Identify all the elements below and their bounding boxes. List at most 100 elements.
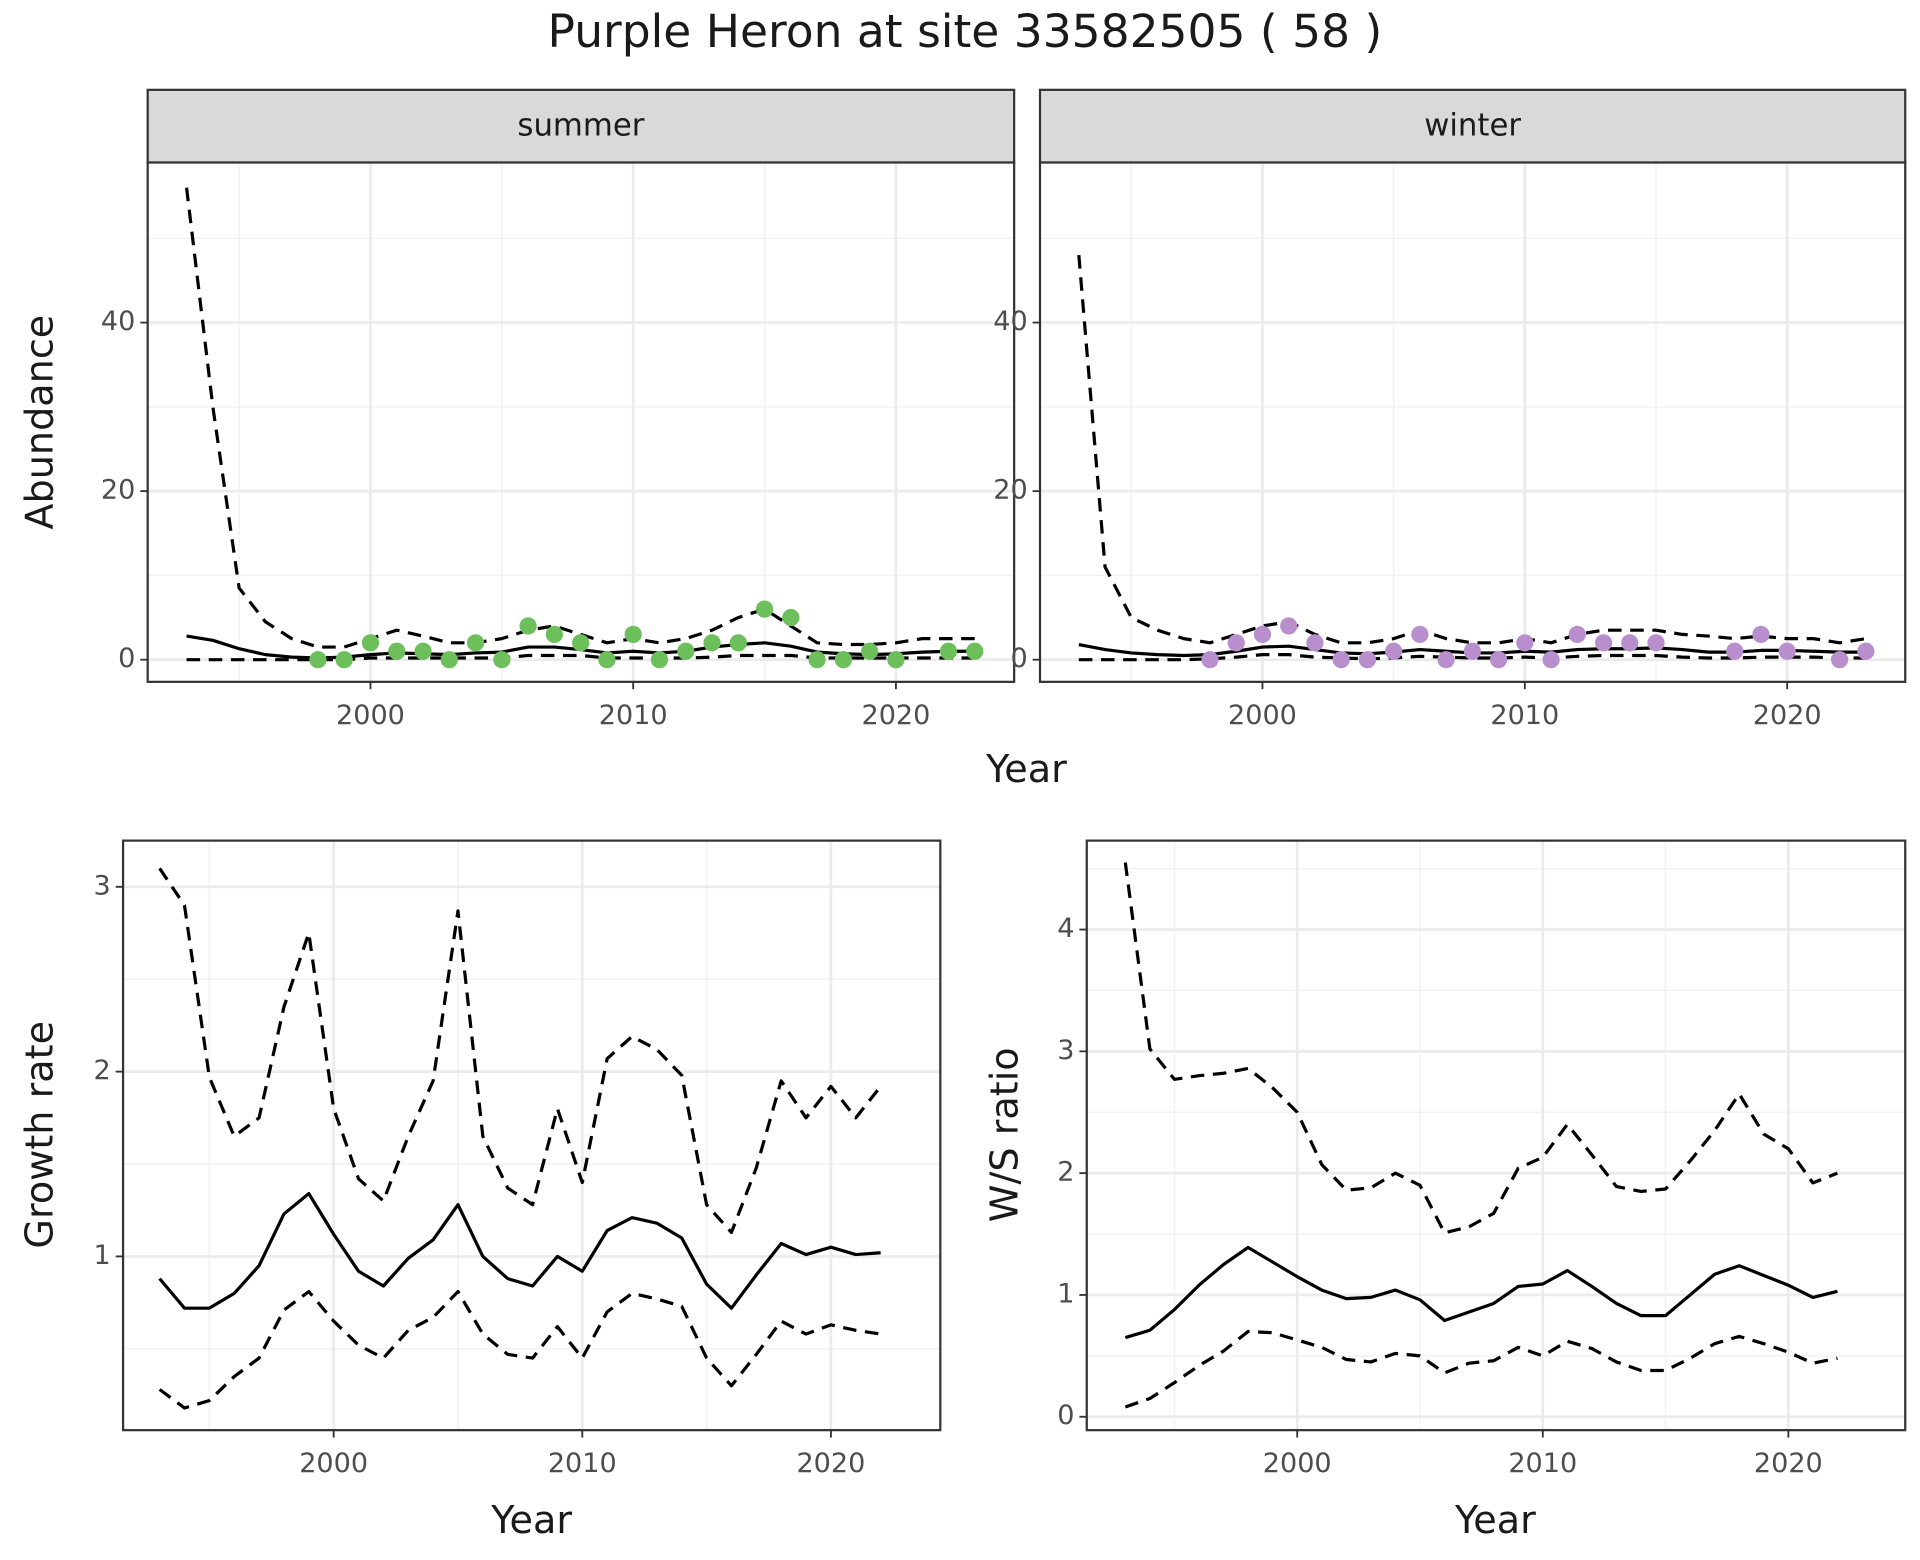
interval-line (158, 1289, 881, 1410)
x-axis-label: Year (985, 747, 1067, 791)
x-tick-label: 2020 (796, 1448, 865, 1479)
data-point (729, 634, 747, 652)
y-tick-label: 20 (993, 475, 1027, 506)
panel-border (121, 839, 942, 1432)
y-tick-label: 0 (1057, 1400, 1074, 1431)
data-point (1647, 634, 1665, 652)
facet-strip (146, 88, 1016, 164)
x-tick-label: 2020 (1753, 700, 1822, 731)
x-tick-label: 2000 (336, 700, 405, 731)
data-point (1489, 651, 1508, 669)
data-point (414, 642, 432, 660)
data-point (1253, 625, 1272, 644)
y-tick-label: 40 (993, 306, 1027, 337)
data-point (545, 625, 564, 644)
y-tick-label: 0 (1010, 643, 1027, 674)
y-tick-label: 0 (118, 643, 135, 674)
data-point (1411, 625, 1429, 644)
y-tick-label: 40 (101, 306, 135, 337)
x-tick-label: 2000 (299, 1448, 368, 1479)
facet-label: summer (517, 107, 644, 143)
facet-strip (1038, 88, 1907, 164)
data-point (1516, 634, 1534, 652)
data-point (650, 651, 669, 669)
interval-line (1077, 255, 1867, 645)
y-tick-label: 3 (94, 870, 111, 901)
x-tick-label: 2010 (1490, 700, 1559, 731)
x-tick-label: 2020 (861, 700, 930, 731)
page-title: Purple Heron at site 33582505 ( 58 ) (548, 5, 1383, 58)
data-point (1227, 634, 1245, 652)
data-point (1306, 634, 1324, 652)
x-tick-label: 2010 (1508, 1448, 1577, 1479)
data-point (1463, 642, 1481, 660)
y-axis-label: Growth rate (17, 1021, 61, 1249)
data-point (1358, 651, 1377, 669)
plot-area (1077, 255, 1875, 669)
data-point (1280, 617, 1298, 635)
data-point (388, 642, 406, 660)
interval-line (1123, 862, 1839, 1235)
x-tick-label: 2000 (1263, 1448, 1332, 1479)
y-tick-label: 20 (101, 475, 135, 506)
data-point (1594, 634, 1613, 652)
y-axis-label: Abundance (17, 315, 61, 530)
data-point (703, 634, 721, 652)
data-point (1857, 642, 1875, 660)
data-point (834, 651, 852, 669)
data-point (1332, 651, 1350, 669)
x-tick-label: 2010 (599, 700, 668, 731)
data-point (1752, 625, 1770, 644)
data-point (808, 651, 826, 669)
data-point (1542, 651, 1560, 669)
y-tick-label: 1 (94, 1240, 111, 1271)
estimate-line (1124, 1245, 1838, 1340)
data-point (755, 600, 774, 618)
plot-area (1123, 862, 1839, 1409)
data-point (1385, 642, 1403, 660)
facet-label: winter (1424, 107, 1521, 143)
interval-line (158, 867, 882, 1235)
data-point (466, 634, 485, 652)
panel-background (147, 162, 1015, 682)
plot-area (184, 187, 984, 669)
panel-border (1085, 839, 1907, 1432)
interval-line (1124, 1329, 1838, 1409)
data-point (677, 642, 695, 660)
data-point (598, 651, 616, 669)
data-point (361, 634, 380, 652)
data-point (440, 651, 458, 669)
data-point (572, 634, 590, 652)
x-axis-label: Year (1454, 1498, 1536, 1542)
y-tick-label: 2 (1057, 1157, 1074, 1188)
data-point (1568, 625, 1586, 644)
y-axis-label: W/S ratio (982, 1047, 1026, 1222)
data-point (887, 651, 905, 669)
data-point (861, 642, 879, 660)
data-point (309, 651, 327, 669)
data-point (939, 642, 958, 660)
x-axis-label: Year (490, 1498, 572, 1542)
data-point (493, 651, 511, 669)
plot-area (158, 867, 882, 1410)
data-point (1831, 651, 1849, 669)
y-tick-label: 4 (1057, 913, 1074, 944)
data-point (782, 608, 800, 627)
panel-background (123, 840, 941, 1431)
data-point (966, 642, 984, 660)
data-point (519, 617, 537, 635)
data-point (624, 625, 642, 644)
y-tick-label: 2 (94, 1055, 111, 1086)
data-point (1201, 651, 1219, 669)
y-tick-label: 3 (1057, 1035, 1074, 1066)
data-point (1778, 642, 1796, 660)
x-tick-label: 2000 (1228, 700, 1297, 731)
data-point (1437, 651, 1455, 669)
x-tick-label: 2010 (548, 1448, 617, 1479)
data-point (1726, 642, 1744, 660)
data-point (1621, 634, 1639, 652)
x-tick-label: 2020 (1754, 1448, 1823, 1479)
data-point (335, 651, 353, 669)
y-tick-label: 1 (1057, 1278, 1074, 1309)
